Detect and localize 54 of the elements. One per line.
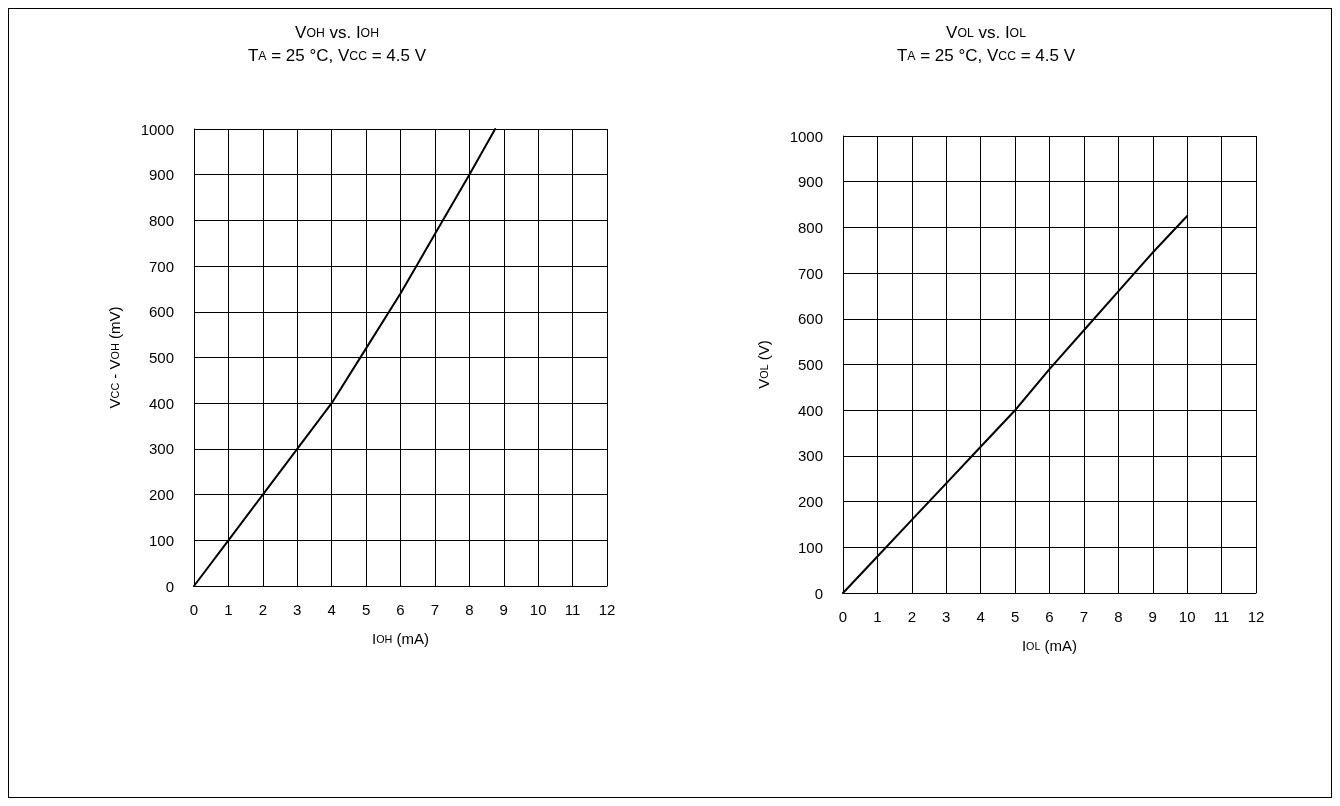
- y-tick-label: 400: [797, 401, 823, 419]
- x-tick-label: 12: [598, 601, 616, 618]
- x-tick-label: 0: [838, 608, 848, 625]
- y-tick-label: 600: [148, 303, 174, 321]
- x-tick-label: 10: [529, 601, 547, 618]
- y-tick-label: 100: [148, 531, 174, 549]
- x-axis-title: IOH (mA): [371, 630, 430, 647]
- x-tick-label: 1: [873, 608, 882, 625]
- x-tick-label: 2: [907, 608, 917, 625]
- y-tick-label: 200: [148, 486, 174, 504]
- x-tick-label: 5: [361, 601, 371, 618]
- y-tick-label: 100: [797, 538, 823, 556]
- x-tick-label: 6: [1045, 608, 1054, 625]
- y-tick-label: 300: [797, 447, 823, 465]
- x-tick-label: 12: [1247, 608, 1265, 625]
- x-tick-label: 1: [224, 601, 233, 618]
- y-tick-label: 600: [797, 310, 823, 328]
- x-tick-label: 8: [465, 601, 474, 618]
- y-tick-label: 400: [148, 394, 174, 412]
- x-tick-label: 3: [293, 601, 302, 618]
- x-tick-label: 7: [1079, 608, 1089, 625]
- x-tick-label: 11: [564, 601, 581, 618]
- x-tick-label: 4: [976, 608, 985, 625]
- y-tick-label: 1000: [789, 127, 823, 145]
- y-tick-label: 200: [797, 493, 823, 511]
- x-tick-label: 9: [1148, 608, 1157, 625]
- x-tick-label: 7: [430, 601, 440, 618]
- y-tick-label: 800: [797, 218, 823, 236]
- x-tick-label: 4: [327, 601, 336, 618]
- x-axis-title: IOL (mA): [1021, 637, 1078, 654]
- chart-subtitle: TA = 25 °C, VCC = 4.5 V: [896, 46, 1076, 65]
- chart-title: VOL vs. IOL: [946, 23, 1027, 42]
- y-tick-label: 500: [797, 356, 823, 373]
- x-tick-label: 8: [1114, 608, 1123, 625]
- y-tick-label: 300: [148, 440, 174, 458]
- x-tick-label: 3: [942, 608, 951, 625]
- y-tick-label: 900: [797, 173, 823, 191]
- x-tick-label: 0: [189, 601, 199, 618]
- x-tick-label: 2: [258, 601, 268, 618]
- y-tick-label: 700: [797, 264, 823, 282]
- y-tick-label: 1000: [140, 120, 174, 138]
- chart-subtitle: TA = 25 °C, VCC = 4.5 V: [247, 46, 427, 65]
- y-tick-label: 0: [814, 584, 823, 602]
- chart-title: VOH vs. IOH: [295, 23, 379, 42]
- x-tick-label: 11: [1213, 608, 1230, 625]
- x-tick-label: 9: [499, 601, 508, 618]
- x-tick-label: 10: [1178, 608, 1196, 625]
- y-tick-label: 700: [148, 257, 174, 275]
- y-tick-label: 500: [148, 349, 174, 366]
- x-tick-label: 6: [396, 601, 405, 618]
- x-tick-label: 5: [1010, 608, 1020, 625]
- y-tick-label: 800: [148, 211, 174, 229]
- y-tick-label: 900: [148, 166, 174, 184]
- y-tick-label: 0: [165, 577, 174, 595]
